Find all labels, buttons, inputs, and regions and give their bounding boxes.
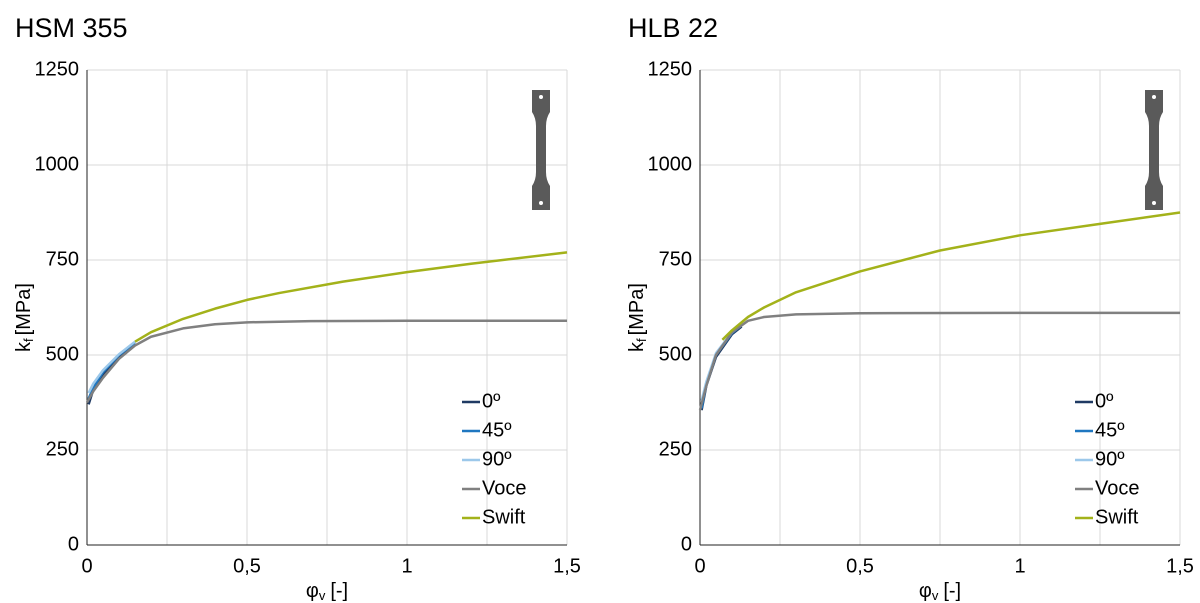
y-tick-label: 500 — [46, 343, 79, 365]
y-tick-label: 250 — [46, 438, 79, 460]
specimen — [532, 90, 550, 210]
plot: HSM 355 0 250 500 750 1000 1250 0 0,5 1 1,5 φv [-] kf… — [13, 13, 581, 603]
specimen-hole — [1152, 95, 1156, 99]
y-label-unit: [MPa] — [626, 283, 648, 335]
data-line — [698, 311, 1180, 411]
y-tick-label: 0 — [681, 533, 692, 555]
y-tick-label: 750 — [659, 248, 692, 270]
y-label-symbol: k — [13, 341, 35, 352]
x-label-symbol: φ — [919, 580, 932, 602]
x-tick-label: 0 — [81, 555, 92, 577]
legend-label: 90º — [1095, 448, 1125, 470]
chart-title: HLB 22 — [628, 13, 718, 43]
data-line — [700, 325, 743, 411]
legend-label: 0º — [1095, 390, 1114, 412]
y-tick-label: 500 — [659, 343, 692, 365]
legend-label: 45º — [1095, 419, 1125, 441]
legend-label: Swift — [1095, 506, 1139, 528]
y-axis-label: kf [MPa] — [13, 283, 36, 352]
plot: HLB 22 0 250 500 750 1000 1250 0 0,5 1 1,5 φv [-] kf [… — [626, 13, 1194, 603]
data-line — [700, 323, 743, 401]
y-tick-label: 750 — [46, 248, 79, 270]
specimen — [1145, 90, 1163, 210]
y-tick-label: 1250 — [648, 58, 693, 80]
x-tick-label: 0,5 — [846, 555, 874, 577]
data-line — [721, 211, 1181, 341]
y-tick-label: 0 — [68, 533, 79, 555]
data-line — [87, 340, 136, 394]
legend-label: Voce — [1095, 477, 1139, 499]
x-tick-label: 1,5 — [553, 555, 581, 577]
y-label-symbol: k — [626, 341, 648, 352]
y-tick-label: 1000 — [35, 153, 80, 175]
legend-label: Voce — [482, 477, 526, 499]
data-line — [85, 319, 567, 404]
y-tick-label: 1000 — [648, 153, 693, 175]
specimen-hole — [539, 95, 543, 99]
chart-title: HSM 355 — [15, 13, 128, 43]
x-tick-label: 1 — [1014, 555, 1025, 577]
x-tick-label: 0 — [694, 555, 705, 577]
x-label-unit: [-] — [330, 580, 348, 602]
x-axis-label: φv [-] — [919, 580, 961, 603]
specimen-hole — [1152, 201, 1156, 205]
y-tick-label: 250 — [659, 438, 692, 460]
data-line — [134, 251, 568, 343]
x-tick-label: 1 — [401, 555, 412, 577]
y-label-subscript: f — [21, 338, 36, 342]
y-axis-label: kf [MPa] — [626, 283, 649, 352]
x-tick-label: 0,5 — [233, 555, 261, 577]
y-label-unit: [MPa] — [13, 283, 35, 335]
x-label-symbol: φ — [306, 580, 319, 602]
x-label-subscript: v — [319, 588, 326, 603]
x-axis-label: φv [-] — [306, 580, 348, 603]
legend-label: 90º — [482, 448, 512, 470]
x-label-unit: [-] — [943, 580, 961, 602]
legend-label: 0º — [482, 390, 501, 412]
data-line — [700, 324, 743, 409]
specimen-icon — [532, 90, 1163, 210]
specimen-hole — [539, 201, 543, 205]
legend-label: Swift — [482, 506, 526, 528]
y-label-subscript: f — [634, 338, 649, 342]
x-label-subscript: v — [932, 588, 939, 603]
x-tick-label: 1,5 — [1166, 555, 1194, 577]
legend-label: 45º — [482, 419, 512, 441]
y-tick-label: 1250 — [35, 58, 80, 80]
